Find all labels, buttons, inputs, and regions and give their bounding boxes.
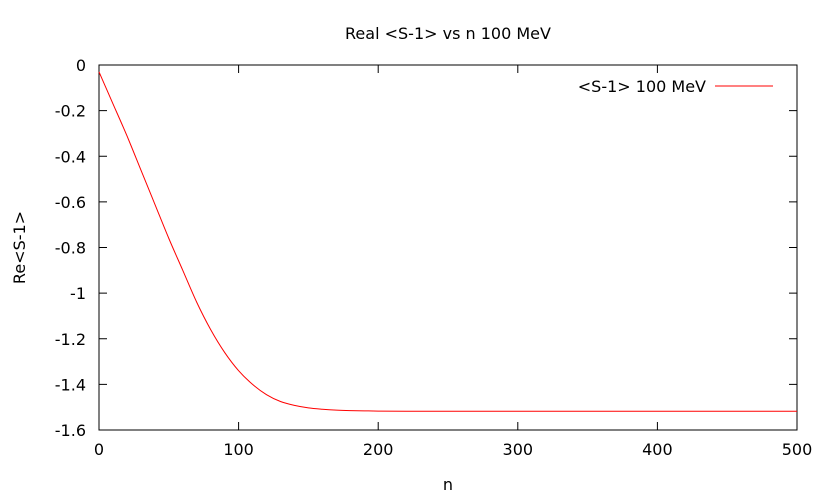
series-layer bbox=[98, 71, 797, 412]
x-tick-label: 500 bbox=[782, 440, 813, 459]
plot-frame bbox=[98, 64, 798, 431]
x-tick-label: 0 bbox=[94, 440, 104, 459]
chart-title: Real <S-1> vs n 100 MeV bbox=[345, 24, 551, 43]
y-tick-label: -0.4 bbox=[55, 147, 86, 166]
y-tick-label: -1.6 bbox=[55, 421, 86, 440]
y-axis-label: Re<S-1> bbox=[10, 211, 29, 284]
y-tick-label: -1.4 bbox=[55, 375, 86, 394]
series-line bbox=[98, 71, 797, 412]
x-tick-label: 100 bbox=[223, 440, 254, 459]
y-tick-label: -0.2 bbox=[55, 102, 86, 121]
y-tick-label: -1 bbox=[70, 284, 86, 303]
y-axis: 0 -0.2 -0.4 -0.6 -0.8 -1 -1.2 -1.4 -1.6 bbox=[55, 56, 797, 440]
y-tick-label: 0 bbox=[76, 56, 86, 75]
x-tick-label: 200 bbox=[363, 440, 394, 459]
legend: <S-1> 100 MeV bbox=[578, 77, 773, 96]
x-axis-label: n bbox=[443, 475, 453, 494]
legend-label: <S-1> 100 MeV bbox=[578, 77, 706, 96]
x-axis: 0 100 200 300 400 500 bbox=[94, 65, 812, 459]
x-tick-label: 300 bbox=[503, 440, 534, 459]
x-tick-label: 400 bbox=[642, 440, 673, 459]
y-tick-label: -0.6 bbox=[55, 193, 86, 212]
y-tick-label: -1.2 bbox=[55, 330, 86, 349]
y-tick-label: -0.8 bbox=[55, 239, 86, 258]
